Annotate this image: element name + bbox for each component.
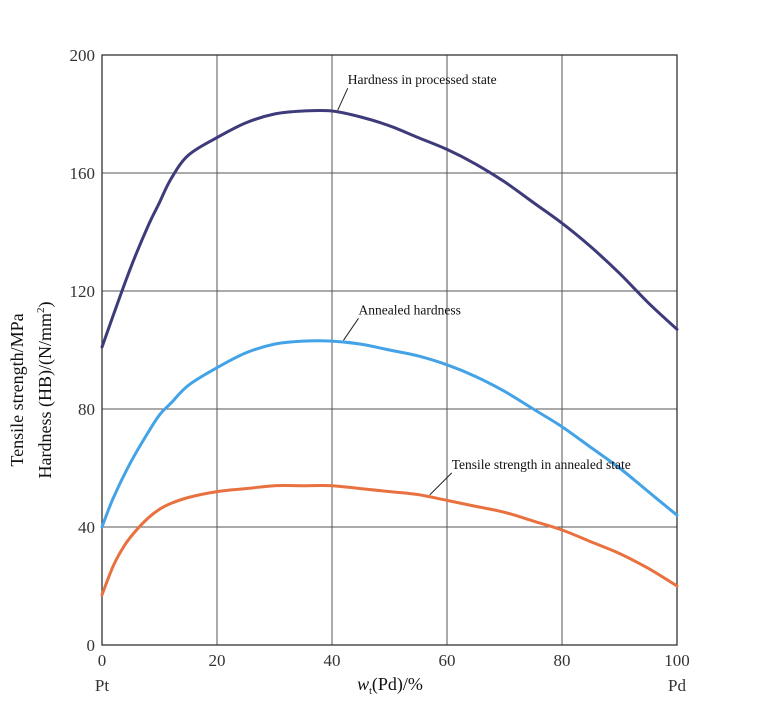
- y-axis-title-line2-end: ): [35, 302, 56, 308]
- y-tick-label: 80: [78, 400, 95, 419]
- y-tick-label: 200: [70, 46, 96, 65]
- annotations: Hardness in processed state Annealed hard…: [337, 72, 631, 496]
- annotation-leader: [337, 88, 349, 111]
- y-axis-title-line2-sup: 2: [35, 308, 47, 314]
- grid-lines: [102, 55, 677, 645]
- x-tick-label: 100: [664, 651, 690, 670]
- series-lines: [100, 108, 679, 597]
- x-tick-label: 80: [554, 651, 571, 670]
- x-axis-ticks: 0 20 40 60 80 100: [98, 651, 690, 670]
- series-line-annealed-hardness: [100, 339, 679, 529]
- x-tick-label: 20: [209, 651, 226, 670]
- x-tick-label: 60: [439, 651, 456, 670]
- y-axis-title-line1: Tensile strength/MPa: [7, 313, 27, 466]
- x-end-label-left: Pt: [95, 676, 109, 695]
- annotation-label: Annealed hardness: [359, 302, 461, 317]
- annotation-leader: [343, 318, 359, 341]
- x-axis-title-sub: t: [369, 686, 372, 697]
- series-line-tensile-strength-in-annealed-state: [100, 483, 679, 597]
- x-tick-label: 0: [98, 651, 107, 670]
- x-tick-label: 40: [324, 651, 341, 670]
- x-axis-title: wt(Pd)/%: [357, 674, 423, 697]
- y-tick-label: 160: [70, 164, 96, 183]
- y-tick-label: 40: [78, 518, 95, 537]
- y-axis-ticks: 0 40 80 120 160 200: [70, 46, 96, 655]
- y-tick-label: 0: [87, 636, 96, 655]
- y-tick-label: 120: [70, 282, 96, 301]
- series-line-hardness-in-processed-state: [100, 108, 679, 349]
- annotation-label: Hardness in processed state: [348, 72, 497, 87]
- plot-frame: [101, 54, 678, 646]
- annotation-label: Tensile strength in annealed state: [452, 457, 631, 472]
- annotation-leader: [429, 472, 453, 496]
- x-axis-title-var: w: [357, 674, 369, 694]
- x-end-label-right: Pd: [668, 676, 686, 695]
- x-axis-title-rest: (Pd)/%: [372, 674, 423, 695]
- y-axis-title-line2-main: Hardness (HB)/(N/mm: [35, 313, 56, 478]
- y-axis-title-line2: Hardness (HB)/(N/mm2): [35, 302, 56, 479]
